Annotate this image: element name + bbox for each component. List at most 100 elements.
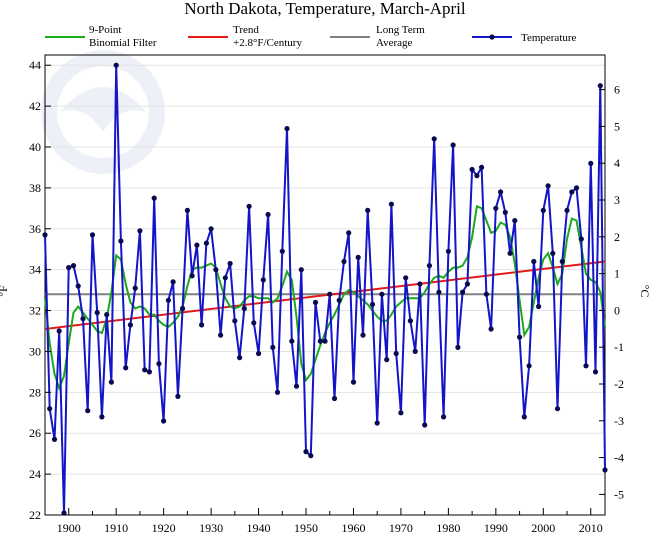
temperature-point <box>398 410 404 416</box>
temperature-point <box>512 218 518 224</box>
y2-axis-label: °C <box>638 285 650 298</box>
temperature-point <box>417 281 423 287</box>
legend-label: Long Term Average <box>376 24 425 49</box>
legend-label: Trend +2.8°F/Century <box>233 24 302 49</box>
temperature-point <box>460 289 466 295</box>
temperature-point <box>284 126 290 132</box>
temperature-point <box>89 232 96 238</box>
x-tick-label: 1910 <box>104 521 128 535</box>
temperature-point <box>208 226 214 232</box>
y2-tick-label: 0 <box>614 303 620 317</box>
y2-tick-label: 3 <box>614 193 620 207</box>
temperature-point <box>137 228 143 234</box>
temperature-point <box>597 83 603 89</box>
temperature-point <box>350 379 357 385</box>
temperature-point <box>146 369 152 375</box>
x-tick-label: 2010 <box>579 521 603 535</box>
legend-label: 9-Point Binomial Filter <box>89 24 157 49</box>
temperature-point <box>436 289 442 295</box>
temperature-point <box>165 297 171 303</box>
y2-tick-label: 4 <box>614 156 620 170</box>
temperature-point <box>222 275 228 281</box>
temperature-point <box>80 316 86 322</box>
legend: 9-Point Binomial Filter Trend +2.8°F/Centur… <box>45 24 577 49</box>
temperature-point <box>317 338 323 344</box>
temperature-point <box>573 185 580 191</box>
temperature-point <box>526 363 532 369</box>
temperature-point <box>588 160 594 166</box>
temperature-point <box>517 334 523 340</box>
temperature-point <box>369 301 376 307</box>
temperature-point <box>493 205 499 211</box>
temperature-point <box>412 348 418 354</box>
temperature-point <box>488 326 494 332</box>
temperature-point <box>85 408 91 414</box>
temperature-point <box>184 207 190 213</box>
temperature-point <box>379 291 385 297</box>
temperature-point <box>393 350 399 357</box>
temperature-point <box>592 369 599 375</box>
y2-tick-label: -1 <box>614 340 624 354</box>
temperature-point <box>331 395 338 402</box>
y-tick-label: 28 <box>29 385 41 399</box>
temperature-point <box>360 332 366 338</box>
temperature-point <box>346 230 352 236</box>
temperature-point <box>469 166 475 173</box>
temperature-point <box>51 436 58 442</box>
temperature-point <box>308 453 314 459</box>
y-tick-label: 32 <box>29 304 41 318</box>
trend-line <box>44 260 606 330</box>
temperature-point <box>483 291 489 297</box>
temperature-point <box>322 338 328 344</box>
temperature-point <box>384 357 390 363</box>
y2-tick-label: -4 <box>614 451 624 465</box>
temperature-point <box>355 254 361 260</box>
temperature-point <box>498 189 504 195</box>
temperature-point <box>298 267 304 273</box>
temperature-point <box>175 393 181 399</box>
temperature-point <box>450 142 456 148</box>
temperature-point <box>502 209 508 215</box>
temperature-point <box>66 265 72 271</box>
y-tick-label: 26 <box>29 426 41 440</box>
temperature-point <box>407 318 413 324</box>
temperature-point <box>227 260 233 267</box>
temperature-point <box>123 365 129 371</box>
y-tick-label: 34 <box>29 263 41 277</box>
temperature-point <box>232 318 238 324</box>
legend-marker <box>489 34 495 40</box>
legend-item: Trend +2.8°F/Century <box>188 24 302 49</box>
temperature-point <box>583 363 589 369</box>
temperature-point <box>569 189 575 195</box>
y2-tick-label: 2 <box>614 230 620 244</box>
temperature-point <box>388 201 394 207</box>
x-tick-label: 1970 <box>389 521 413 535</box>
y-tick-label: 22 <box>29 508 41 522</box>
legend-item: Temperature <box>472 32 577 44</box>
temperature-point <box>218 332 224 338</box>
temperature-point <box>70 263 77 269</box>
temperature-point <box>47 406 53 412</box>
temperature-point <box>75 283 81 289</box>
x-tick-label: 1940 <box>247 521 271 535</box>
temperature-point <box>127 322 133 328</box>
temperature-point <box>199 322 205 328</box>
temperature-point <box>464 281 470 287</box>
temperature-point <box>521 414 527 420</box>
temperature-point <box>113 62 119 68</box>
y-tick-label: 30 <box>29 344 41 358</box>
y2-tick-label: -5 <box>614 487 624 501</box>
temperature-point <box>312 299 319 305</box>
temperature-point <box>260 277 266 283</box>
series <box>42 62 608 516</box>
temperature-point <box>327 291 333 297</box>
temperature-point <box>274 389 281 395</box>
y-tick-label: 36 <box>29 222 41 236</box>
y-tick-label: 42 <box>29 99 41 113</box>
y-axis-label: °F <box>0 285 10 297</box>
chart-title: North Dakota, Temperature, March-April <box>184 0 466 18</box>
y-tick-label: 44 <box>29 58 41 72</box>
temperature-point <box>170 279 176 285</box>
temperature-point <box>156 361 162 367</box>
